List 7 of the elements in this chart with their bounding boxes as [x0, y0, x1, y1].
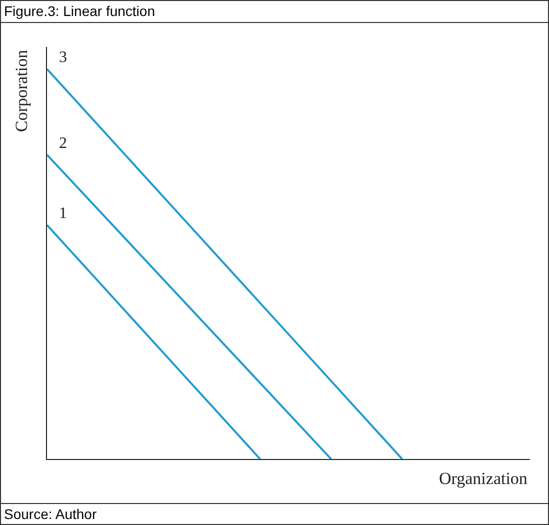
series-label: 3: [59, 49, 67, 66]
series-label: 1: [59, 205, 67, 222]
y-axis-title: Corporation: [12, 49, 31, 132]
series-label: 2: [59, 135, 67, 152]
chart-title: Figure.3: Linear function: [1, 1, 548, 23]
x-axis-title: Organization: [439, 469, 528, 488]
source-note: Source: Author: [1, 503, 548, 524]
